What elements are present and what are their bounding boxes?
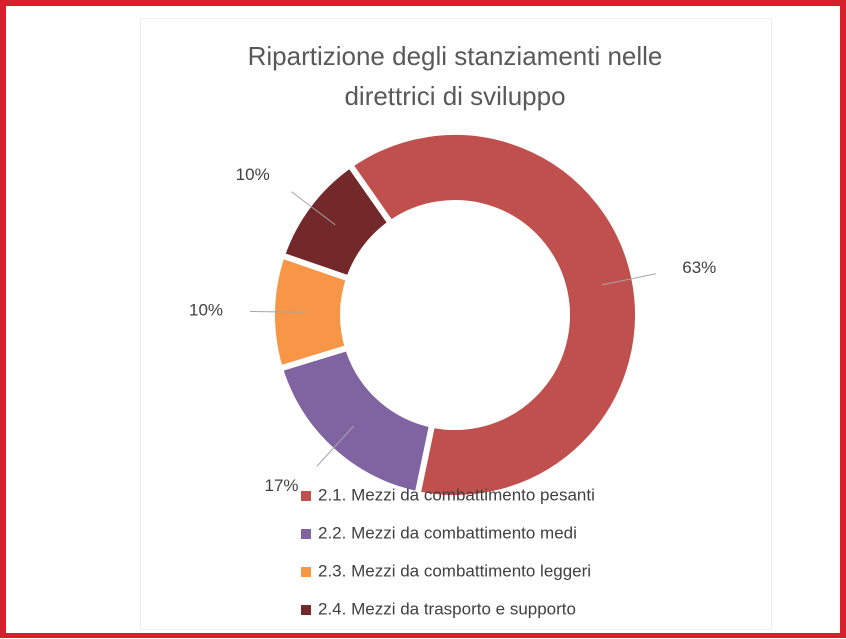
data-label: 17% [265,476,299,495]
leader-line [250,310,306,313]
leader-line [316,425,355,467]
slice [276,344,436,498]
data-label: 63% [682,258,716,277]
leader-line [290,191,336,226]
data-label: 10% [236,165,270,184]
legend-label: 2.3. Mezzi da combattimento leggeri [318,561,591,580]
legend-label: 2.4. Mezzi da trasporto e supporto [318,599,576,618]
legend-swatch [301,605,311,615]
legend-swatch [301,529,311,539]
slice [278,160,395,283]
leader-line [601,273,656,286]
legend-swatch [301,567,311,577]
legend-label: 2.1. Mezzi da combattimento pesanti [318,485,595,504]
legend-swatch [301,491,311,501]
slice [345,129,641,501]
data-label: 10% [189,300,223,319]
chart-title: Ripartizione degli stanziamenti nelle di… [247,41,663,111]
chart-panel [140,18,772,630]
legend-label: 2.2. Mezzi da combattimento medi [318,523,577,542]
